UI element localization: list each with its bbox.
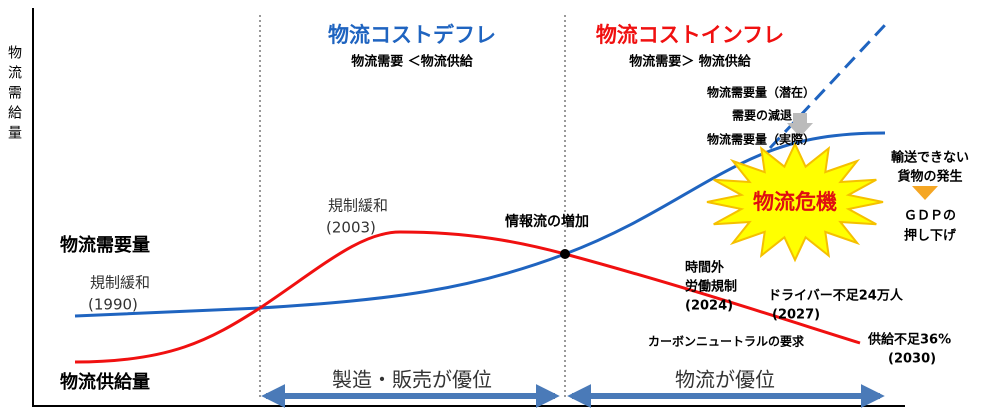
- event: (2027): [772, 308, 820, 323]
- crisis: 物流危機: [753, 190, 837, 214]
- event: 規制緩和: [328, 197, 388, 215]
- event: (2030): [888, 352, 936, 367]
- potential-demand: [768, 23, 887, 150]
- event: 規制緩和: [90, 274, 150, 292]
- inflation-title: 物流コストインフレ: [596, 23, 784, 47]
- outcome: 押し下げ: [904, 228, 957, 244]
- supply-curve: [74, 230, 861, 364]
- inflation-subtitle: 物流需要＞ 物流供給: [629, 54, 752, 70]
- outcome: 貨物の発生: [897, 169, 962, 185]
- deflation-title: 物流コストデフレ: [328, 23, 496, 47]
- phase: 物流が優位: [675, 368, 775, 392]
- curve-label: 物流需要量: [60, 234, 150, 256]
- note: 需要の減退: [732, 108, 792, 123]
- deflation-subtitle: 物流需要 ＜物流供給: [351, 54, 474, 70]
- event: ドライバー不足24万人: [768, 288, 904, 304]
- event: (2003): [326, 219, 376, 237]
- event: カーボンニュートラルの要求: [648, 334, 805, 349]
- down-triangle: [912, 186, 938, 200]
- outcome: ＧＤＰの: [904, 209, 956, 224]
- note: 物流需要量（実際）: [707, 132, 815, 147]
- event: 時間外: [685, 260, 724, 276]
- demand-curve: [74, 131, 886, 318]
- decline-arrow: [787, 113, 813, 137]
- axis-label: 物流需給量: [6, 45, 22, 145]
- event: 労働規制: [685, 279, 737, 295]
- event: (2024): [685, 299, 733, 314]
- event: 供給不足36%: [867, 332, 951, 348]
- crisis-burst: [706, 141, 884, 263]
- event: 情報流の増加: [505, 213, 589, 230]
- outcome: 輸送できない: [891, 150, 969, 166]
- event: (1990): [88, 296, 138, 314]
- curve-label: 物流供給量: [60, 371, 150, 393]
- phase: 製造・販売が優位: [332, 368, 492, 392]
- intersection: [560, 249, 570, 259]
- note: 物流需要量（潜在）: [707, 85, 815, 100]
